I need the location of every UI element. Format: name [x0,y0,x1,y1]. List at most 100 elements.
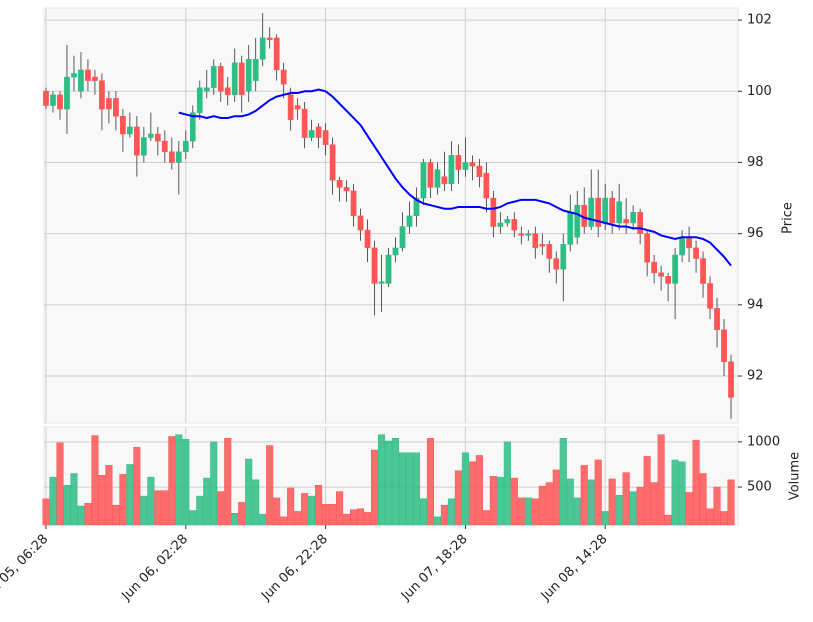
candle-body [294,105,301,110]
volume-bar [615,494,623,526]
candle-body [224,87,231,96]
candle-body [553,258,560,270]
candle-body [64,76,70,110]
volume-bar [63,485,71,526]
candle-body [99,80,105,110]
volume-bar [56,442,64,526]
candle-body [238,62,245,96]
x-tick-label: Jun 08, 14:28 [538,532,611,605]
volume-bar [182,438,190,526]
volume-bar [384,440,393,526]
candle-body [455,155,462,170]
volume-bar [70,473,78,526]
volume-bar [433,516,441,526]
volume-bar [343,513,351,526]
candle-body [567,212,574,245]
candle-body [714,308,720,330]
candle-body [217,66,224,92]
candle-body [350,190,357,217]
volume-bar [412,452,421,526]
volume-bar [203,477,211,526]
candle-body [280,69,287,85]
candle-body [679,236,685,256]
candle-body [644,233,650,263]
volume-bar [231,513,239,526]
candle-body [175,151,182,163]
volume-bar [357,508,365,526]
y-tick-label: 94 [747,297,764,312]
candle-body [721,329,727,363]
candle-body [315,126,322,138]
candle-body [385,254,392,284]
volume-axis-label: Volume [788,452,803,500]
candle-body [252,59,259,81]
candle-body [141,137,147,156]
volume-bar [699,473,707,526]
candle-body [700,258,706,284]
candle-body [71,73,77,78]
volume-bar [175,434,183,526]
candle-body [85,69,91,81]
volume-bar [245,458,253,526]
y-tick-label: 98 [747,155,764,170]
candle-body [308,130,315,138]
volume-bar [140,495,148,526]
volume-bar [91,435,99,526]
candle-body [92,76,98,81]
candle-body [120,115,126,135]
volume-bar [489,475,497,526]
candle-body [588,197,595,227]
candle-body [658,272,664,277]
volume-bar [308,495,316,526]
volume-bar [105,465,113,526]
candle-body [672,254,678,284]
candle-body [686,236,692,249]
candle-body [266,37,273,40]
volume-bar [98,475,106,526]
volume-bar [601,511,609,526]
volume-bar [315,485,323,526]
volume-bar [168,436,176,526]
volume-bar [482,510,490,526]
volume-bar [531,498,539,526]
x-tick-label: Jun 06, 02:28 [118,532,191,605]
x-tick-label: Jun 07, 18:28 [398,532,471,605]
volume-bar [475,455,483,526]
volume-bar [126,464,134,526]
volume-bar [713,486,721,526]
candle-body [127,126,133,135]
volume-bar [161,490,169,526]
candle-body [343,187,350,192]
candle-body [245,59,252,92]
volume-bar [426,438,434,526]
volume-bar [196,495,204,526]
candle-body [78,69,84,92]
candle-body [434,169,441,188]
candle-body [651,261,657,274]
x-tick-label: Jun 05, 06:28 [0,532,51,605]
volume-bar [336,491,344,526]
volume-bar [350,509,358,526]
volume-bar [517,497,525,526]
y-tick-label: 500 [747,480,772,495]
volume-bar [238,502,246,526]
volume-bar [622,472,630,526]
volume-bar [587,479,595,526]
volume-bar [224,438,232,526]
moving-average [178,88,732,267]
candle-body [413,197,420,217]
candle-body [609,197,616,224]
volume-bar [671,459,679,526]
candle-body [322,130,329,145]
volume-bar [657,434,665,526]
volume-bar [301,493,309,526]
candle-body [637,212,643,234]
volume-bar [643,456,651,526]
candle-body [148,133,154,138]
volume-bar [496,476,504,526]
volume-bar [524,497,532,526]
volume-bar [461,452,469,526]
candle-body [329,144,336,181]
candle-body [336,180,343,188]
candle-body [497,222,504,227]
